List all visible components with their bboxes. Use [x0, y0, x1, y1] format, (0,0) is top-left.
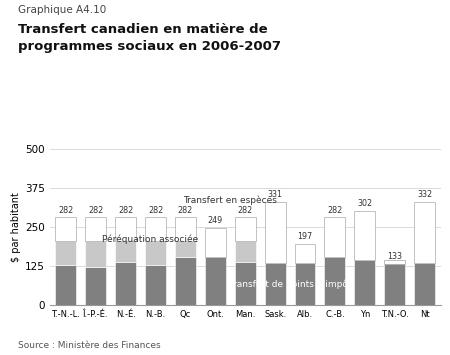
Text: 282: 282 [118, 206, 133, 215]
Text: Transfert de points d’impôt: Transfert de points d’impôt [229, 279, 351, 289]
Bar [115, 217, 136, 241]
Bar [414, 263, 435, 305]
Bar [295, 263, 315, 305]
Bar [324, 217, 345, 257]
Text: 282: 282 [178, 206, 193, 215]
Bar [145, 241, 166, 265]
Text: 282: 282 [238, 206, 253, 215]
Text: 133: 133 [387, 252, 402, 261]
Bar [384, 260, 405, 305]
Bar [205, 228, 226, 257]
Bar [354, 211, 375, 260]
Text: Transfert en espèces: Transfert en espèces [183, 196, 277, 206]
Bar [175, 257, 196, 305]
Text: 282: 282 [327, 206, 342, 215]
Bar [265, 202, 286, 263]
Text: Péréquation associée: Péréquation associée [102, 235, 198, 245]
Bar [175, 217, 196, 241]
Bar [115, 241, 136, 262]
Bar [175, 241, 196, 257]
Bar [295, 244, 315, 263]
Bar [354, 260, 375, 305]
Text: 282: 282 [58, 206, 73, 215]
Bar [235, 262, 256, 305]
Text: Source : Ministère des Finances: Source : Ministère des Finances [18, 341, 161, 350]
Bar [265, 263, 286, 305]
Text: 282: 282 [148, 206, 163, 215]
Bar [235, 217, 256, 241]
Bar [384, 260, 405, 264]
Bar [324, 257, 345, 305]
Bar [235, 241, 256, 262]
Text: 249: 249 [208, 216, 223, 225]
Text: Graphique A4.10: Graphique A4.10 [18, 5, 106, 15]
Text: 282: 282 [88, 206, 104, 215]
Bar [145, 217, 166, 241]
Text: Transfert canadien en matière de
programmes sociaux en 2006-2007: Transfert canadien en matière de program… [18, 23, 281, 53]
Bar [145, 265, 166, 305]
Bar [86, 241, 106, 267]
Bar [414, 202, 435, 263]
Bar [86, 217, 106, 241]
Bar [115, 262, 136, 305]
Text: 302: 302 [357, 200, 372, 208]
Bar [55, 241, 76, 265]
Bar [86, 267, 106, 305]
Text: 331: 331 [268, 190, 283, 200]
Bar [55, 265, 76, 305]
Text: 197: 197 [297, 232, 313, 241]
Bar [55, 217, 76, 241]
Bar [205, 257, 226, 305]
Text: 332: 332 [417, 190, 432, 199]
Y-axis label: $ par habitant: $ par habitant [11, 192, 21, 262]
